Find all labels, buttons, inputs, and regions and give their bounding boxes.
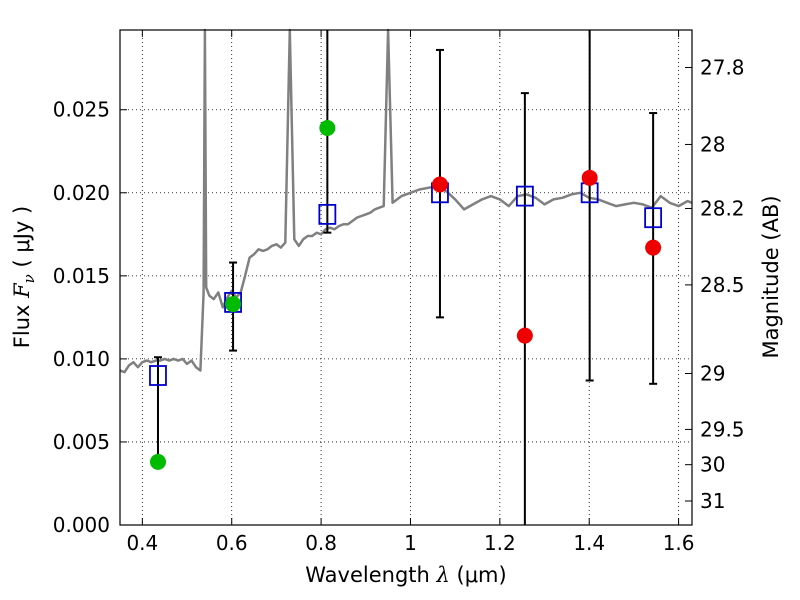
green-point: [225, 296, 242, 313]
plot-frame: [119, 29, 693, 526]
red-point: [645, 239, 662, 256]
x-tick-label: 0.6: [216, 531, 248, 555]
y-axis-label: Flux Fν ( μJy ): [10, 206, 38, 348]
model-square: [515, 185, 534, 207]
x-tick-label: 1: [404, 531, 417, 555]
spectrum-line: [119, 28, 693, 374]
gridlines: [120, 30, 692, 525]
y-tick-label: 0.020: [53, 181, 110, 205]
green-point: [319, 120, 336, 137]
y-tick-label: 0.025: [53, 98, 110, 122]
y2-tick-labels: 27.8 28 28.2 28.5 29 29.5 30 31: [700, 55, 745, 513]
model-square: [149, 365, 167, 386]
y-tick-label: 0.005: [53, 430, 110, 454]
green-point: [149, 453, 166, 470]
x-axis-label: Wavelength λ (μm): [305, 563, 506, 587]
x-tick-label: 1.4: [573, 531, 605, 555]
y2-tick-label: 30: [700, 453, 725, 477]
y-tick-label: 0.010: [53, 347, 110, 371]
y2-tick-label: 31: [700, 489, 725, 513]
x-tick-label: 0.4: [126, 531, 158, 555]
x-tick-label: 1.2: [484, 531, 516, 555]
red-point: [581, 169, 598, 186]
photometry-points: [149, 120, 662, 470]
y2-tick-label: 28.2: [700, 196, 745, 220]
x-tick-labels: 0.4 0.6 0.8 1 1.2 1.4 1.6: [126, 531, 694, 555]
x-tick-label: 1.6: [663, 531, 695, 555]
y2-tick-label: 28.5: [700, 273, 745, 297]
y2-axis-label: Magnitude (AB): [759, 195, 783, 358]
red-point: [431, 176, 448, 193]
y-tick-labels: 0.000 0.005 0.010 0.015 0.020 0.025: [53, 98, 110, 537]
y2-tick-label: 29.5: [700, 417, 745, 441]
y-tick-label: 0.000: [53, 513, 110, 537]
y-tick-label: 0.015: [53, 264, 110, 288]
spectrum-series: [119, 28, 693, 374]
axis-ticks: [120, 30, 692, 526]
y2-tick-label: 29: [700, 361, 725, 385]
y2-tick-label: 27.8: [700, 55, 745, 79]
model-square: [644, 207, 663, 229]
model-square: [318, 203, 337, 225]
x-tick-label: 0.8: [305, 531, 337, 555]
red-point: [516, 327, 533, 344]
y2-tick-label: 28: [700, 132, 725, 156]
